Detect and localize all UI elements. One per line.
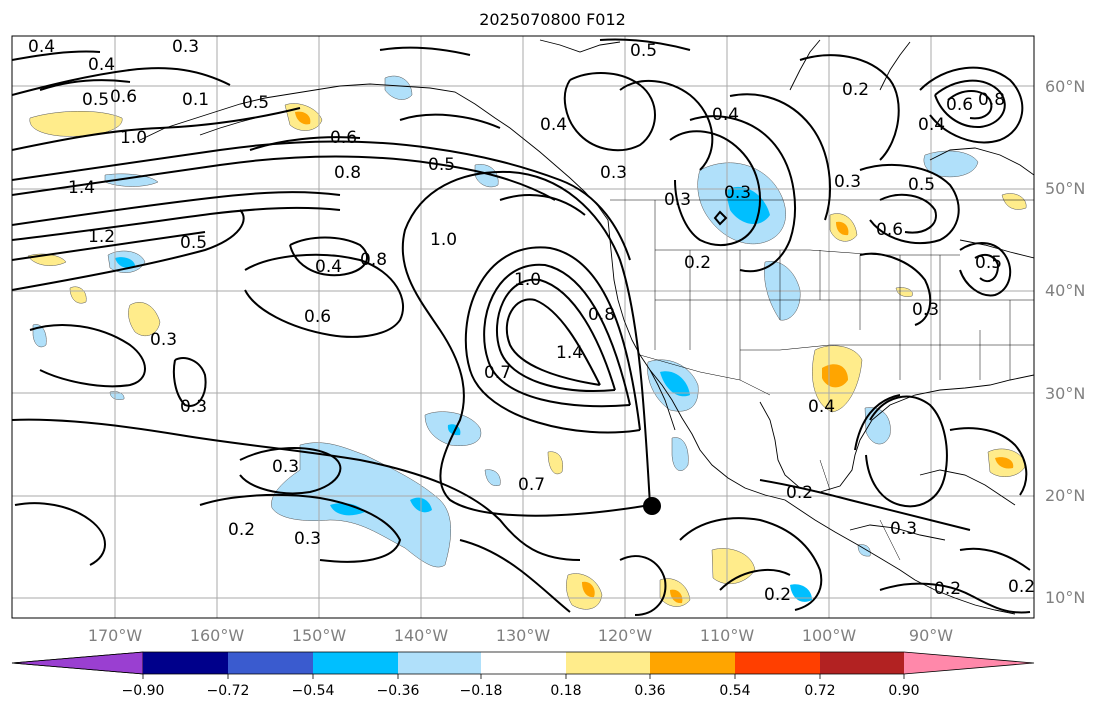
contour-labels: 0.4 0.3 0.4 0.5 0.6 0.1 0.5 1.0 1.4 1.2 … <box>28 37 1035 605</box>
contour-label: 0.3 <box>912 300 939 320</box>
contour-label: 0.3 <box>834 172 861 192</box>
latitude-label: 30°N <box>1045 384 1086 403</box>
longitude-label: 90°W <box>908 626 954 645</box>
political-borders <box>610 199 1034 561</box>
contour-label: 0.3 <box>150 330 177 350</box>
contour-label: 0.8 <box>360 250 387 270</box>
contour-label: 0.4 <box>315 257 342 277</box>
colorbar-swatch <box>735 652 820 674</box>
colorbar-tick-label: 0.18 <box>550 683 582 699</box>
contour-label: 1.0 <box>514 270 541 290</box>
contour-label: 0.8 <box>588 305 615 325</box>
contour-label: 0.3 <box>600 163 627 183</box>
contour-label: 0.4 <box>88 55 115 75</box>
longitude-label: 150°W <box>291 626 347 645</box>
colorbar-swatch <box>566 652 650 674</box>
contour-label: 0.3 <box>724 183 751 203</box>
contour-label: 0.5 <box>242 93 269 113</box>
latitude-label: 10°N <box>1045 588 1086 607</box>
contour-label: 0.4 <box>918 115 945 135</box>
contour-label: 0.5 <box>908 175 935 195</box>
longitude-label: 110°W <box>699 626 755 645</box>
contour-label: 0.2 <box>684 253 711 273</box>
contour-label: 0.4 <box>808 397 835 417</box>
map-frame <box>11 35 1035 619</box>
contour-label: 1.2 <box>88 227 115 247</box>
storm-marker-icon <box>643 497 661 515</box>
colorbar-tick-label: −0.18 <box>459 683 503 699</box>
colorbar-tick-label: −0.36 <box>376 683 420 699</box>
colorbar-swatch <box>228 652 313 674</box>
colorbar-swatch <box>650 652 735 674</box>
contour-label: 0.2 <box>786 483 813 503</box>
contour-label: 0.2 <box>228 520 255 540</box>
longitude-label: 120°W <box>597 626 653 645</box>
longitude-label: 100°W <box>801 626 857 645</box>
colorbar-swatch <box>398 652 481 674</box>
contour-label: 0.5 <box>82 90 109 110</box>
latitude-label: 40°N <box>1045 281 1086 300</box>
contour-label: 0.6 <box>304 307 331 327</box>
map-title: 2025070800 F012 <box>479 10 626 29</box>
coastlines <box>139 39 1034 615</box>
contour-label: 0.5 <box>428 155 455 175</box>
contour-label: 0.2 <box>934 579 961 599</box>
longitude-label: 160°W <box>189 626 245 645</box>
contour-label: 1.4 <box>68 178 95 198</box>
contour-label: 1.0 <box>120 128 147 148</box>
colorbar-swatch <box>820 652 904 674</box>
contour-label: 0.6 <box>330 128 357 148</box>
contour-label: 0.2 <box>764 585 791 605</box>
contour-label: 1.0 <box>430 230 457 250</box>
contour-label: 0.5 <box>630 41 657 61</box>
contour-label: 0.6 <box>946 95 973 115</box>
contour-label: 0.4 <box>540 115 567 135</box>
contour-label: 0.7 <box>484 363 511 383</box>
contour-label: 0.2 <box>842 80 869 100</box>
contour-label: 0.4 <box>28 37 55 57</box>
colorbar-tick-label: 0.54 <box>719 683 751 699</box>
graticule <box>12 36 1034 618</box>
contour-label: 0.2 <box>1008 577 1035 597</box>
colorbar-swatch <box>481 652 566 674</box>
colorbar-tick-label: 0.36 <box>634 683 666 699</box>
contour-label: 0.4 <box>712 105 739 125</box>
colorbar-swatch <box>904 652 1034 674</box>
contour-label: 0.7 <box>518 475 545 495</box>
contour-label: 0.8 <box>978 90 1005 110</box>
latitude-label: 60°N <box>1045 77 1086 96</box>
longitude-label: 130°W <box>495 626 551 645</box>
contour-label: 1.4 <box>556 343 583 363</box>
colorbar-tick-label: 0.90 <box>888 683 920 699</box>
contour-lines <box>12 38 1031 616</box>
contour-label: 0.6 <box>876 220 903 240</box>
colorbar-tick-label: −0.90 <box>121 683 165 699</box>
colorbar-swatch <box>11 651 144 675</box>
contour-label: 0.3 <box>272 457 299 477</box>
contour-label: 0.8 <box>334 163 361 183</box>
contour-label: 0.3 <box>180 397 207 417</box>
colorbar-swatch <box>143 652 228 674</box>
contour-label: 0.5 <box>180 233 207 253</box>
contour-label: 0.3 <box>890 519 917 539</box>
contour-label: 0.5 <box>975 253 1002 273</box>
colorbar-tick-label: −0.72 <box>206 683 250 699</box>
contour-label: 0.1 <box>182 90 209 110</box>
colorbar <box>11 651 1035 679</box>
latitude-label: 20°N <box>1045 486 1086 505</box>
contour-label: 0.6 <box>110 87 137 107</box>
colorbar-tick-label: 0.72 <box>804 683 836 699</box>
longitude-label: 140°W <box>393 626 449 645</box>
latitude-label: 50°N <box>1045 179 1086 198</box>
contour-label: 0.3 <box>664 190 691 210</box>
colorbar-tick-label: −0.54 <box>291 683 335 699</box>
longitude-label: 170°W <box>87 626 143 645</box>
colorbar-swatch <box>313 652 398 674</box>
contour-label: 0.3 <box>294 529 321 549</box>
contour-label: 0.3 <box>172 37 199 57</box>
